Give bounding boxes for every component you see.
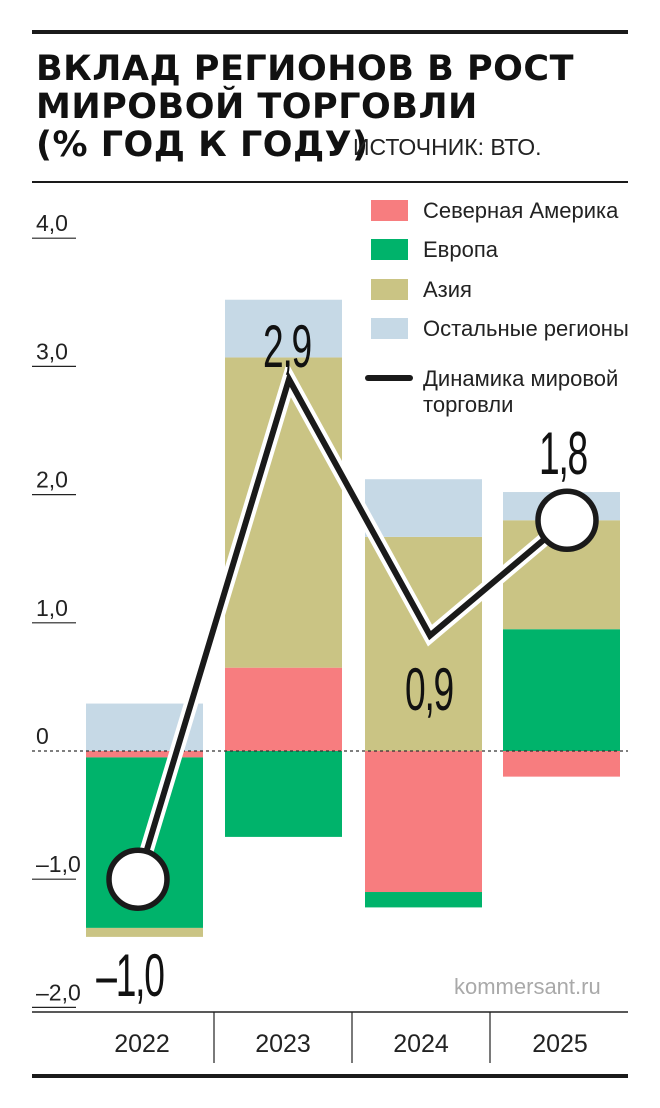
bar-segment-north-america-2023 [225,667,342,751]
chart-title: Вклад регионов в рост мировой торговли (… [36,49,574,165]
legend-label-other: Остальные регионы [423,316,629,341]
line-value-label-2022: –1,0 [96,942,163,1009]
legend-swatch-europe [371,239,408,260]
legend-label-asia: Азия [423,277,472,302]
bottom-rule [32,1074,628,1078]
y-tick-label: 1,0 [36,595,68,621]
legend-swatch-north-america [371,200,408,221]
y-tick-label: –1,0 [36,851,81,877]
bar-segment-europe-2024 [365,892,482,908]
line-value-label-2023: 2,9 [263,313,311,380]
y-tick-label: –2,0 [36,979,81,1005]
value-labels: –1,0 2,9 0,9 1,8 [96,313,588,1009]
legend-swatch-other [371,318,408,339]
header-rule [32,181,628,183]
watermark: kommersant.ru [454,974,601,999]
bar-segment-north-america-2022 [86,751,203,758]
line-value-label-2024: 0,9 [405,656,453,723]
bar-segment-north-america-2025 [503,751,620,777]
y-tick-label: 0 [36,723,49,749]
source-note: Источник: ВТО. [353,134,542,160]
x-tick-label-2024: 2024 [393,1030,449,1058]
bar-segment-asia-2022 [86,927,203,937]
x-axis: 2022 2023 2024 2025 [32,1011,628,1063]
bar-segment-other-2023 [225,299,342,358]
x-tick-label-2022: 2022 [114,1030,170,1058]
bars [86,299,620,937]
legend-label-world-line: Динамика мировой торговли [423,366,618,417]
y-tick-label: 4,0 [36,210,68,236]
world-trade-marker-2022 [106,847,170,911]
bar-segment-north-america-2024 [365,751,482,893]
world-trade-marker-2025 [535,488,599,552]
legend: Северная Америка Европа Азия Остальные реги… [365,198,629,417]
grid: 4,0 3,0 2,0 1,0 0 –1,0 –2,0 [32,210,81,1009]
y-tick-label: 2,0 [36,467,68,493]
y-tick-label: 3,0 [36,338,68,364]
world-trade-line [135,371,570,883]
world-trade-line-group [106,361,599,911]
bar-segment-other-2024 [365,479,482,537]
legend-label-north-america: Северная Америка [423,198,619,223]
bar-segment-asia-2024 [365,536,482,751]
top-rule [32,30,628,34]
legend-label-europe: Европа [423,237,499,262]
bar-segment-europe-2023 [225,751,342,837]
legend-swatch-asia [371,279,408,300]
line-value-label-2025: 1,8 [539,420,587,487]
x-tick-label-2025: 2025 [532,1030,588,1058]
bar-segment-europe-2025 [503,629,620,751]
x-tick-label-2023: 2023 [255,1030,311,1058]
